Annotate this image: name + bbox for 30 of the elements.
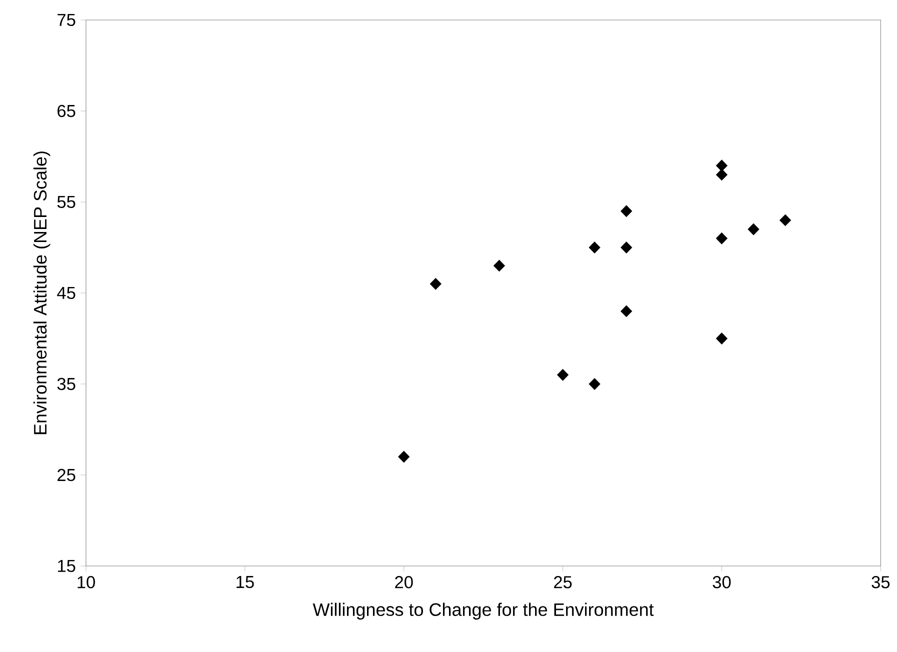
x-tick-label: 30 (712, 576, 731, 588)
x-tick-label: 10 (78, 576, 95, 588)
x-tick-label: 25 (554, 576, 572, 588)
x-axis-title: Willingness to Change for the Environment (312, 602, 654, 620)
y-tick-label: 45 (57, 286, 76, 300)
point (716, 168, 728, 181)
point (716, 232, 728, 244)
point (557, 369, 569, 381)
point (780, 214, 792, 226)
point (620, 205, 632, 217)
y-tick-label: 25 (58, 468, 76, 482)
y-tick-label: 65 (58, 104, 76, 118)
point (588, 242, 600, 254)
x-tick-label: 35 (872, 576, 890, 588)
point (588, 378, 600, 390)
point (398, 450, 410, 463)
y-tick-label: 75 (58, 14, 76, 26)
x-tick-label: 15 (236, 576, 254, 588)
y-axis-title: Environmental Attitude (NEP Scale) (33, 152, 50, 434)
point (494, 260, 505, 272)
point (748, 223, 760, 236)
point (620, 305, 632, 318)
x-tick-label: 20 (395, 576, 413, 588)
point (716, 160, 728, 172)
y-tick-label: 15 (58, 560, 76, 572)
point (620, 242, 632, 254)
y-tick-label: 35 (57, 378, 76, 390)
point (716, 332, 728, 344)
y-tick-label: 55 (57, 196, 76, 208)
point (430, 278, 442, 290)
